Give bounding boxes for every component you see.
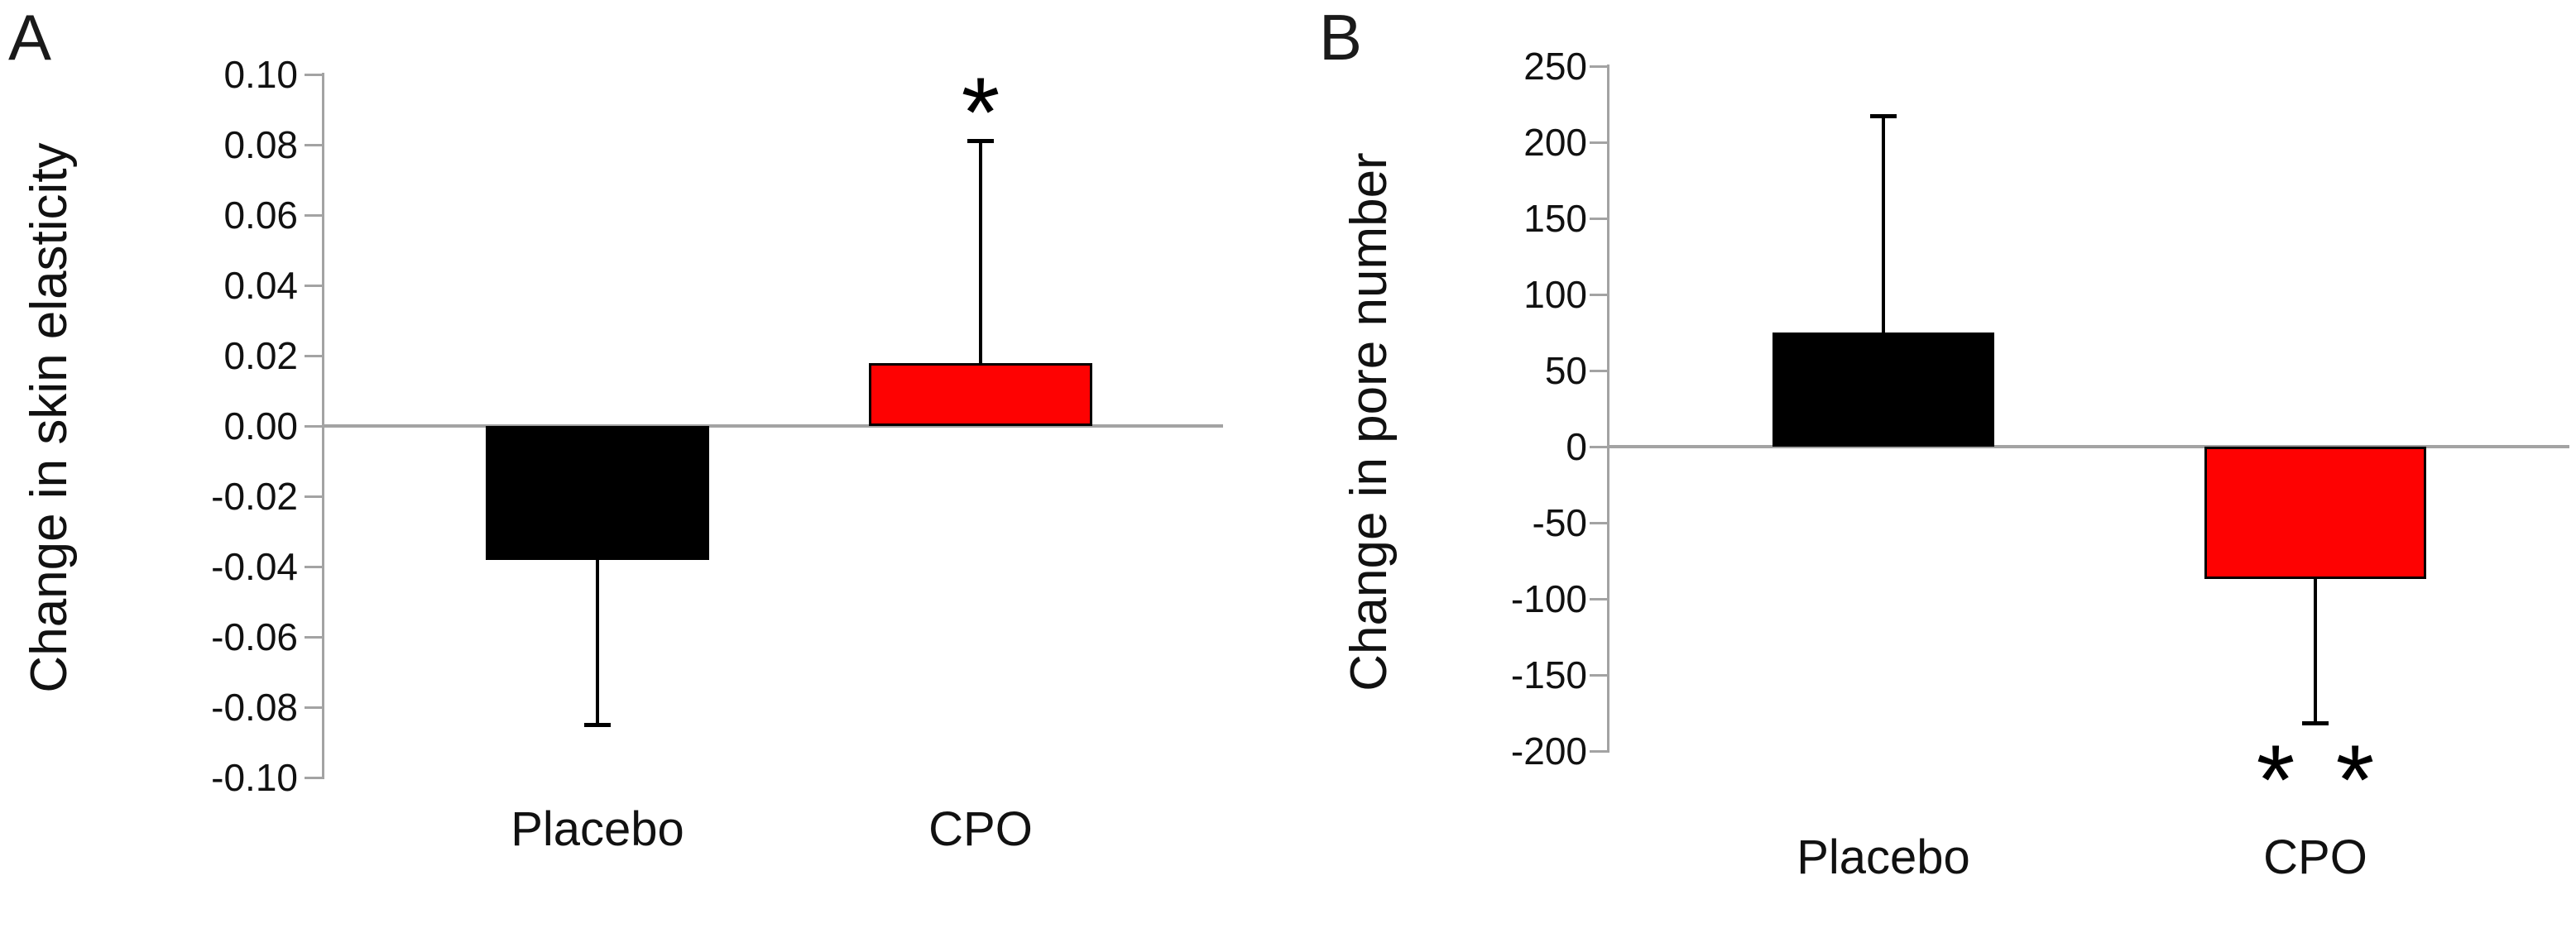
y-tick-label: 200 xyxy=(1523,121,1587,164)
y-tick xyxy=(1590,673,1608,677)
error-bar-placebo xyxy=(1882,116,1885,333)
panel-a-letter: A xyxy=(8,1,52,74)
y-tick-label: -0.02 xyxy=(211,475,298,518)
y-tick-label: 0.08 xyxy=(223,123,298,166)
y-tick-label: -0.06 xyxy=(211,615,298,658)
y-tick-label: -200 xyxy=(1510,730,1587,773)
bar-cpo xyxy=(869,362,1092,426)
y-tick-label: -50 xyxy=(1532,501,1587,544)
y-tick xyxy=(1590,65,1608,68)
y-tick-label: 50 xyxy=(1544,349,1587,392)
error-bar-cpo xyxy=(2314,579,2317,724)
y-tick xyxy=(1590,749,1608,753)
y-tick xyxy=(305,565,323,568)
x-category-label-cpo: CPO xyxy=(928,802,1033,856)
y-tick-label: -150 xyxy=(1510,653,1587,696)
error-bar-cpo xyxy=(979,141,982,363)
x-category-label-placebo: Placebo xyxy=(1796,830,1970,884)
y-tick-label: 0 xyxy=(1566,425,1587,468)
bar-cpo xyxy=(2204,447,2426,580)
y-tick xyxy=(305,495,323,498)
y-tick-label: 0.10 xyxy=(223,53,298,96)
y-tick xyxy=(1590,293,1608,296)
error-cap-cpo xyxy=(2302,721,2329,726)
y-tick-label: -100 xyxy=(1510,577,1587,620)
x-category-label-cpo: CPO xyxy=(2263,830,2367,884)
y-tick xyxy=(305,635,323,639)
y-tick-label: 0.04 xyxy=(223,264,298,307)
bar-placebo xyxy=(486,426,709,560)
significance-mark-cpo: * * xyxy=(2256,724,2375,835)
error-cap-placebo xyxy=(1870,114,1897,119)
panel-b-letter: B xyxy=(1319,1,1363,74)
y-tick xyxy=(1590,217,1608,220)
y-tick xyxy=(1590,521,1608,524)
bar-placebo xyxy=(1772,333,1994,447)
y-tick xyxy=(305,73,323,76)
y-tick xyxy=(305,213,323,217)
y-tick xyxy=(1590,597,1608,600)
y-tick-label: 100 xyxy=(1523,273,1587,316)
zero-gridline xyxy=(323,424,1223,428)
y-tick-label: -0.10 xyxy=(211,756,298,799)
error-cap-cpo xyxy=(967,139,994,144)
y-tick xyxy=(305,284,323,287)
y-tick xyxy=(1590,141,1608,144)
y-tick-label: -0.08 xyxy=(211,686,298,729)
y-tick xyxy=(305,776,323,779)
y-tick-label: 250 xyxy=(1523,45,1587,88)
y-tick xyxy=(1590,445,1608,448)
y-axis-line xyxy=(1606,65,1609,753)
y-tick xyxy=(305,354,323,357)
y-tick-label: 0.02 xyxy=(223,334,298,377)
y-tick-label: 0.00 xyxy=(223,404,298,447)
zero-gridline xyxy=(1608,445,2569,448)
y-tick xyxy=(305,143,323,146)
error-bar-placebo xyxy=(596,559,599,725)
y-tick-label: 150 xyxy=(1523,197,1587,240)
significance-mark-cpo: * xyxy=(961,56,1000,168)
x-category-label-placebo: Placebo xyxy=(511,802,684,856)
y-tick xyxy=(305,706,323,709)
error-cap-placebo xyxy=(584,722,611,727)
y-tick-label: 0.06 xyxy=(223,194,298,237)
y-tick xyxy=(1590,369,1608,372)
y-tick xyxy=(305,424,323,428)
y-tick-label: -0.04 xyxy=(211,545,298,588)
